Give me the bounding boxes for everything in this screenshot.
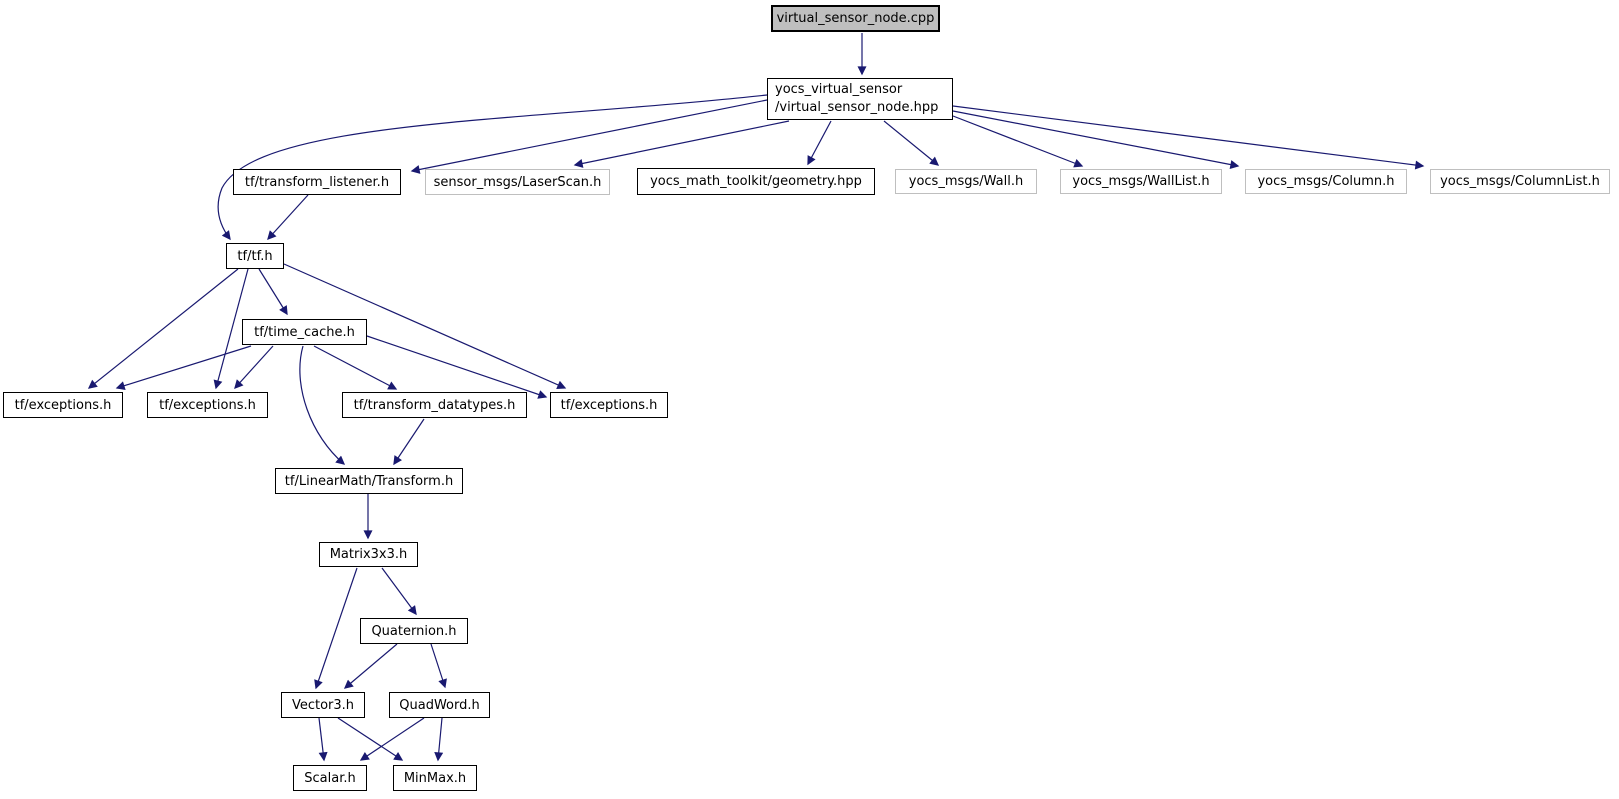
node-quaternion-h[interactable]: Quaternion.h xyxy=(360,618,468,644)
edge-listener-to-tf xyxy=(267,194,309,240)
node-label: Matrix3x3.h xyxy=(329,547,408,562)
node-tf-tf-h[interactable]: tf/tf.h xyxy=(226,243,284,269)
edge-matrix-to-vector3 xyxy=(314,567,358,690)
edge-quaternion-to-quadword xyxy=(430,643,447,689)
node-label-line1: yocs_virtual_sensor xyxy=(775,82,903,97)
node-vector3-h[interactable]: Vector3.h xyxy=(281,692,365,718)
node-label: Vector3.h xyxy=(291,697,355,713)
node-label: tf/LinearMath/Transform.h xyxy=(284,473,454,489)
node-virtual-sensor-node-hpp[interactable]: yocs_virtual_sensor /virtual_sensor_node… xyxy=(767,78,953,120)
node-label-line2: /virtual_sensor_node.hpp xyxy=(775,100,939,115)
node-label: sensor_msgs/LaserScan.h xyxy=(433,174,602,190)
node-label: Quaternion.h xyxy=(371,623,457,639)
edge-quaternion-to-vector3 xyxy=(343,643,398,689)
edge-timecache-to-exceptions2 xyxy=(234,345,274,390)
edge-hpp-to-geometry xyxy=(807,120,832,166)
node-yocs-msgs-columnlist-h: yocs_msgs/ColumnList.h xyxy=(1430,169,1610,194)
node-yocs-msgs-column-h: yocs_msgs/Column.h xyxy=(1245,169,1407,194)
edge-hpp-to-columnlist xyxy=(952,105,1425,170)
edge-hpp-to-wall xyxy=(883,120,940,166)
node-virtual-sensor-node-cpp: virtual_sensor_node.cpp xyxy=(771,5,940,32)
node-label: QuadWord.h xyxy=(399,697,480,713)
edge-tf-to-exceptions2 xyxy=(213,268,249,390)
node-tf-exceptions-h-2[interactable]: tf/exceptions.h xyxy=(147,392,268,418)
node-tf-exceptions-h-3[interactable]: tf/exceptions.h xyxy=(550,392,668,418)
node-quadword-h[interactable]: QuadWord.h xyxy=(389,692,490,718)
node-label: tf/tf.h xyxy=(237,248,273,264)
node-sensor-msgs-laserscan-h: sensor_msgs/LaserScan.h xyxy=(425,169,610,195)
edge-hpp-to-column xyxy=(952,110,1240,169)
edge-timecache-to-datatypes xyxy=(313,345,398,390)
node-label: yocs_msgs/Wall.h xyxy=(908,174,1024,189)
edge-datatypes-to-transform xyxy=(393,418,425,466)
edge-timecache-to-exceptions3 xyxy=(366,335,548,399)
node-tf-linearmath-transform-h[interactable]: tf/LinearMath/Transform.h xyxy=(275,468,463,494)
node-matrix3x3-h[interactable]: Matrix3x3.h xyxy=(319,542,418,567)
edge-tf-to-exceptions1 xyxy=(87,268,239,389)
edge-timecache-to-transform xyxy=(299,345,346,465)
edge-timecache-to-exceptions1 xyxy=(115,345,252,391)
node-scalar-h[interactable]: Scalar.h xyxy=(293,765,367,791)
edge-hpp-to-tf xyxy=(217,94,768,241)
node-label: yocs_msgs/Column.h xyxy=(1257,174,1395,189)
edge-quadword-to-scalar xyxy=(359,717,425,761)
node-tf-transform-listener-h[interactable]: tf/transform_listener.h xyxy=(233,169,401,195)
node-label: tf/transform_datatypes.h xyxy=(353,397,516,413)
node-label: tf/transform_listener.h xyxy=(244,174,390,190)
edge-vector3-to-minmax xyxy=(337,717,404,761)
node-tf-exceptions-h-1[interactable]: tf/exceptions.h xyxy=(3,392,123,418)
edge-hpp-to-walllist xyxy=(952,115,1084,168)
node-label: yocs_msgs/ColumnList.h xyxy=(1440,174,1600,189)
edge-hpp-to-listener xyxy=(410,99,768,174)
node-label: tf/time_cache.h xyxy=(254,324,355,340)
node-yocs-msgs-walllist-h: yocs_msgs/WallList.h xyxy=(1060,169,1222,194)
node-label: yocs_msgs/WallList.h xyxy=(1072,174,1210,189)
node-yocs-msgs-wall-h: yocs_msgs/Wall.h xyxy=(895,169,1037,194)
node-tf-time-cache-h[interactable]: tf/time_cache.h xyxy=(242,319,367,345)
node-label: yocs_math_toolkit/geometry.hpp xyxy=(650,174,862,189)
node-label: tf/exceptions.h xyxy=(159,397,256,413)
node-label: tf/exceptions.h xyxy=(560,397,658,413)
edge-hpp-to-laserscan xyxy=(573,120,790,168)
node-tf-transform-datatypes-h[interactable]: tf/transform_datatypes.h xyxy=(342,392,527,418)
node-label: Scalar.h xyxy=(304,770,356,786)
edge-quadword-to-minmax xyxy=(434,717,444,762)
node-label: virtual_sensor_node.cpp xyxy=(776,11,935,26)
edge-tf-to-timecache xyxy=(258,268,288,316)
node-minmax-h[interactable]: MinMax.h xyxy=(393,765,477,791)
node-yocs-math-toolkit-geometry-hpp[interactable]: yocs_math_toolkit/geometry.hpp xyxy=(637,168,875,195)
edge-tf-to-exceptions3 xyxy=(283,263,567,390)
edge-vector3-to-scalar xyxy=(318,717,328,762)
node-label: tf/exceptions.h xyxy=(14,397,112,413)
edge-matrix-to-quaternion xyxy=(381,567,417,616)
node-label: MinMax.h xyxy=(403,770,467,786)
